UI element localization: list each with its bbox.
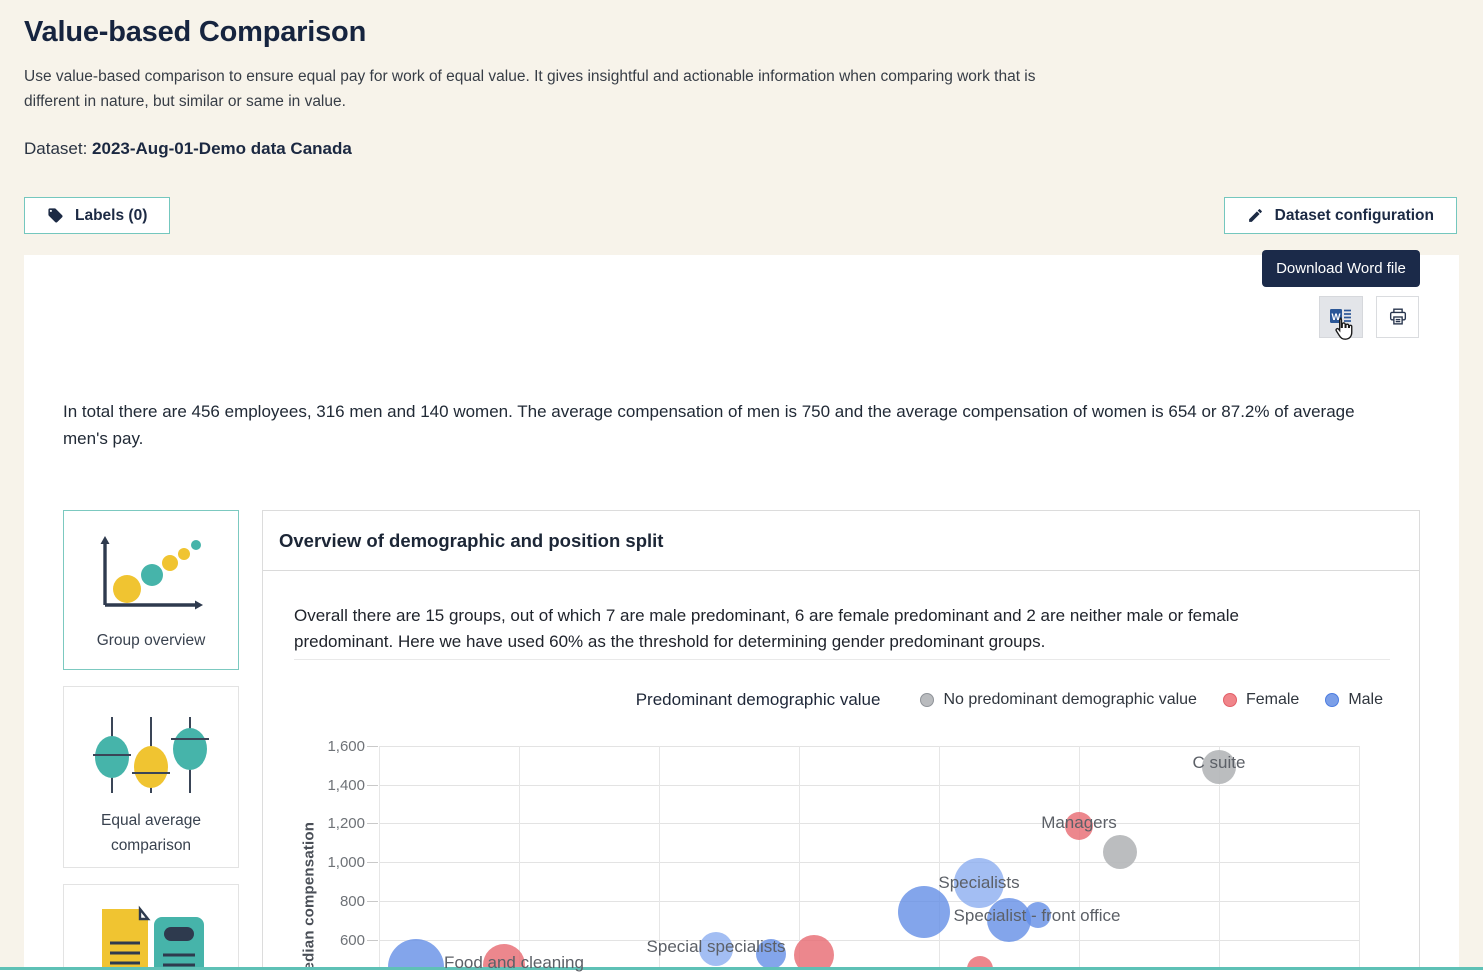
bubble-specialists[interactable] [954,858,1004,909]
labels-button[interactable]: Labels (0) [24,197,171,234]
legend-swatch-none [920,693,935,707]
sidebar-item-label: Equal average comparison [101,812,201,854]
bubble-male[interactable] [1025,902,1051,929]
equal-average-icon [90,713,212,802]
bubble-managers[interactable] [1065,812,1093,841]
y-tick [367,746,378,747]
documents-icon [90,905,212,976]
legend-label: Male [1348,691,1383,708]
divider [294,659,1390,660]
svg-text:W: W [1332,312,1341,323]
gridline [379,784,1359,786]
gridline [659,746,660,976]
legend-item-male: Male [1325,691,1383,709]
legend-label: Female [1245,691,1300,708]
bubble-label: Specialist - front office [953,906,1121,926]
chart-card: Overview of demographic and position spl… [262,510,1420,976]
gridline [519,746,520,976]
bubble-male[interactable] [898,886,950,939]
legend-title: Predominant demographic value [635,690,881,709]
gridline [379,746,1359,747]
y-tick-label: 800 [339,892,365,910]
page-description: Use value-based comparison to ensure equ… [24,68,1036,110]
tag-icon [47,207,64,224]
y-tick-label: 1,000 [327,854,365,872]
download-word-button[interactable]: W [1319,296,1363,338]
y-tick-label: 1,200 [327,815,365,833]
bubble-label: C suite [1192,753,1246,773]
bubble-c-suite[interactable] [1202,750,1236,785]
labels-button-label: Labels (0) [75,206,148,224]
group-overview-icon [90,531,212,622]
gridline [379,900,1359,902]
legend-item-none: No predominant demographic value [920,691,1197,709]
bubble-specialist-front-office[interactable] [987,898,1031,943]
legend-swatch-female [1222,693,1237,707]
bubble-label: Specialists [938,873,1020,893]
sidebar-item-label: Group overview [96,632,206,649]
dataset-label: Dataset: [24,139,88,158]
y-tick [367,823,378,825]
word-file-icon: W [1329,306,1353,328]
chart-legend: Predominant demographic value No predomi… [636,688,1383,712]
bubble-label: Managers [1041,813,1117,833]
gridline [799,746,800,976]
y-tick [367,784,378,786]
config-button-label: Dataset configuration [1274,206,1434,224]
bubble-chart: Median compensation 1,600 1,400 1,200 1,000… [301,738,1360,976]
pencil-icon [1247,207,1264,224]
legend-swatch-male [1325,693,1340,707]
gridline [379,823,1359,825]
chart-card-title: Overview of demographic and position spl… [263,511,1419,571]
bubble-male[interactable] [756,939,786,969]
y-tick-label: 600 [339,931,365,949]
sidebar-item-document-comparison[interactable] [63,884,239,976]
print-button[interactable] [1376,296,1419,338]
gridline [939,746,940,976]
chart-card-paragraph: Overall there are 15 groups, out of whic… [294,606,1239,651]
y-tick [367,900,378,902]
summary-text: In total there are 456 employees, 316 me… [63,402,1355,448]
sidebar-item-group-overview[interactable]: Group overview [63,510,239,670]
sidebar-item-equal-average[interactable]: Equal average comparison [63,686,239,868]
gridline [1079,746,1080,976]
bubble-none[interactable] [1103,835,1137,870]
legend-item-female: Female [1222,691,1300,709]
page-title: Value-based Comparison [24,16,367,48]
gridline [379,862,1359,864]
y-tick-label: 1,400 [327,776,365,794]
gridline [379,939,1359,941]
dataset-configuration-button[interactable]: Dataset configuration [1223,197,1457,234]
y-tick [367,939,378,941]
y-tick-label: 1,600 [327,738,365,755]
printer-icon [1387,306,1409,328]
legend-label: No predominant demographic value [943,691,1197,708]
dataset-value: 2023-Aug-01-Demo data Canada [92,139,352,158]
gridline [379,746,380,976]
dataset-line: Dataset: 2023-Aug-01-Demo data Canada [24,139,352,159]
bubble-special-specialists[interactable] [699,932,733,967]
download-word-tooltip: Download Word file [1262,250,1420,287]
gridline [1219,746,1220,976]
bubble-label: Food and cleaning [444,952,584,972]
bubble-label: Special specialists [646,937,786,957]
gridline [1359,746,1360,976]
bottom-divider [0,967,1483,976]
y-tick [367,862,378,864]
